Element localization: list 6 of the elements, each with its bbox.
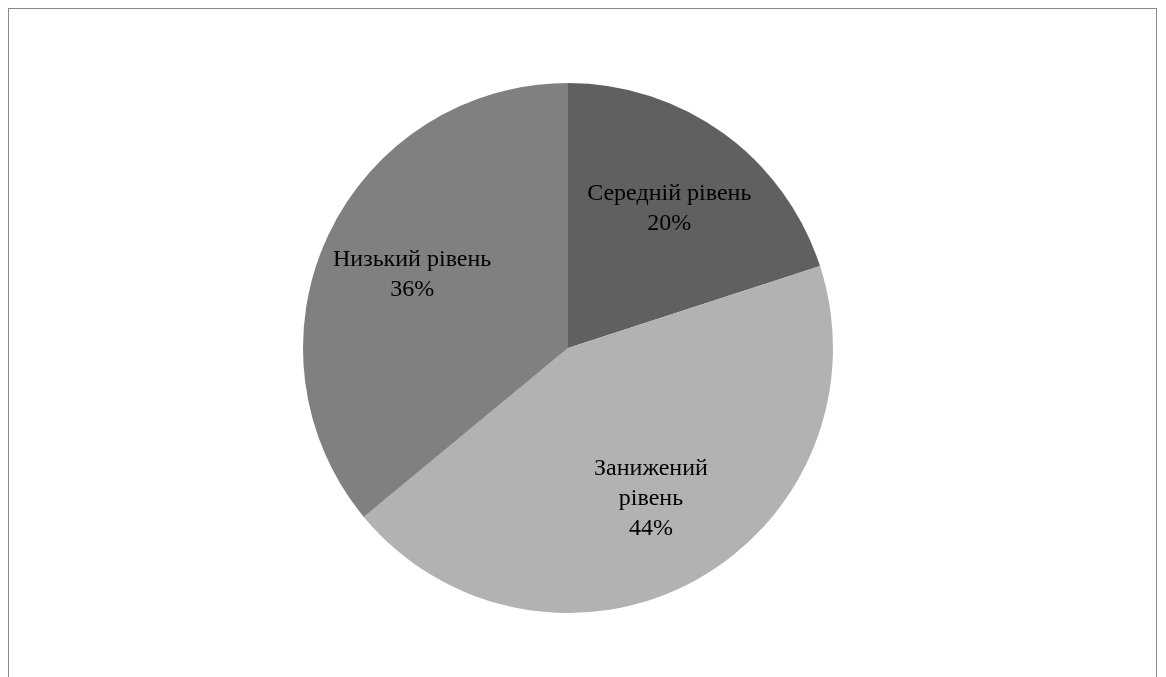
data-label: 20% bbox=[647, 208, 692, 235]
data-label: 44% bbox=[628, 514, 673, 541]
slice-label: Занижений рівень bbox=[594, 454, 709, 511]
slice-label: Низький рівень bbox=[333, 244, 492, 271]
data-label: 36% bbox=[390, 274, 435, 301]
slice-label: Середній рівень bbox=[587, 178, 752, 205]
